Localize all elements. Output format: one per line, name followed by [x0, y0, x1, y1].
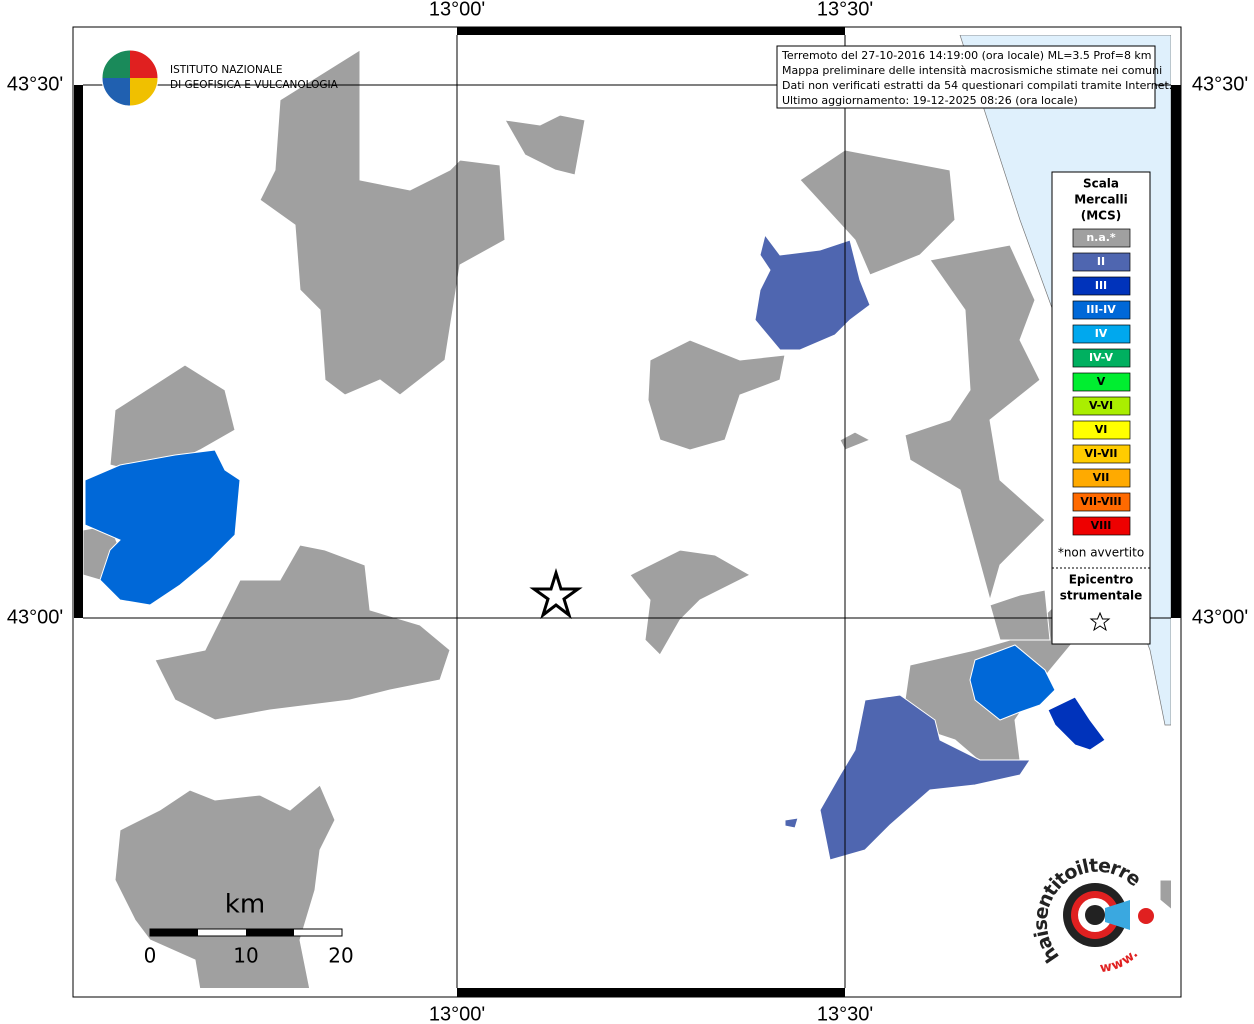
legend-title: Mercalli: [1074, 193, 1128, 207]
municipality: [629, 549, 752, 656]
legend-label: n.a.*: [1086, 231, 1116, 244]
legend-label: VI: [1095, 423, 1108, 436]
scale-bar: km 0 10 20: [144, 890, 354, 968]
legend-swatch: [1072, 468, 1131, 488]
legend-label: V: [1097, 375, 1106, 388]
legend-swatch: [1072, 492, 1131, 512]
legend-swatch: [1072, 348, 1131, 368]
municipality: [259, 49, 506, 396]
info-line: Dati non verificati estratti da 54 quest…: [782, 79, 1172, 92]
lat-label: 43°00': [1192, 606, 1248, 628]
legend-label: IV-V: [1089, 351, 1114, 364]
municipality: [819, 694, 1031, 861]
legend-label: V-VI: [1089, 399, 1113, 412]
scale-unit: km: [225, 890, 265, 920]
legend: Scala Mercalli (MCS) *non avvertito Epic…: [1051, 171, 1151, 645]
municipality: [84, 449, 241, 606]
legend-label: VII: [1093, 471, 1110, 484]
legend-swatch: [1072, 252, 1131, 272]
legend-swatch: [1072, 444, 1131, 464]
legend-label: IV: [1095, 327, 1108, 340]
municipality: [904, 244, 1046, 602]
frame-ticks: [74, 27, 1181, 997]
logo-text: ISTITUTO NAZIONALE: [170, 64, 283, 76]
scale-label: 20: [328, 944, 353, 968]
municipality: [114, 784, 336, 988]
municipality: [754, 233, 871, 351]
logo-text: DI GEOFISICA E VULCANOLOGIA: [170, 79, 339, 91]
legend-swatch: [1072, 300, 1131, 320]
info-line: Ultimo aggiornamento: 19-12-2025 08:26 (…: [782, 94, 1078, 107]
legend-epicenter: strumentale: [1060, 589, 1143, 603]
legend-note: *non avvertito: [1058, 546, 1144, 560]
info-line: Terremoto del 27-10-2016 14:19:00 (ora l…: [781, 49, 1152, 62]
lon-label: 13°30': [817, 1003, 873, 1024]
municipality: [969, 644, 1056, 721]
municipality: [784, 817, 799, 829]
epicenter-star: [529, 567, 583, 620]
lon-label: 13°00': [429, 0, 485, 20]
lat-label: 43°30': [1192, 73, 1248, 95]
municipality: [799, 149, 956, 276]
ingv-logo: ISTITUTO NAZIONALE DI GEOFISICA E VULCAN…: [101, 49, 339, 107]
scale-label: 10: [233, 944, 258, 968]
legend-label: III-IV: [1086, 303, 1116, 316]
legend-swatch: [1072, 372, 1131, 392]
legend-title: (MCS): [1081, 209, 1122, 223]
lon-label: 13°00': [429, 1003, 485, 1024]
municipality: [989, 589, 1051, 641]
legend-label: III: [1095, 279, 1107, 292]
municipality: [647, 339, 786, 451]
legend-title: Scala: [1083, 177, 1119, 191]
legend-label: VIII: [1091, 519, 1112, 532]
municipality: [154, 544, 451, 721]
graticule: [83, 35, 1171, 988]
legend-swatch: [1072, 228, 1131, 248]
municipalities: [83, 49, 1171, 988]
legend-swatch: [1072, 396, 1131, 416]
lon-label: 13°30': [817, 0, 873, 20]
lat-label: 43°00': [7, 606, 63, 628]
municipality: [504, 114, 586, 176]
legend-swatch: [1072, 420, 1131, 440]
legend-label: VI-VII: [1084, 447, 1117, 460]
legend-label: VII-VIII: [1080, 495, 1121, 508]
lat-label: 43°30': [7, 73, 63, 95]
scale-label: 0: [144, 944, 157, 968]
info-line: Mappa preliminare delle intensità macros…: [782, 64, 1162, 77]
legend-swatch: [1072, 276, 1131, 296]
legend-epicenter: Epicentro: [1069, 573, 1134, 587]
legend-swatch: [1072, 516, 1131, 536]
info-box: Terremoto del 27-10-2016 14:19:00 (ora l…: [776, 45, 1172, 109]
legend-swatch: [1072, 324, 1131, 344]
legend-label: II: [1097, 255, 1105, 268]
municipality: [1047, 696, 1106, 751]
municipality: [839, 431, 872, 451]
municipality: [1159, 879, 1171, 910]
